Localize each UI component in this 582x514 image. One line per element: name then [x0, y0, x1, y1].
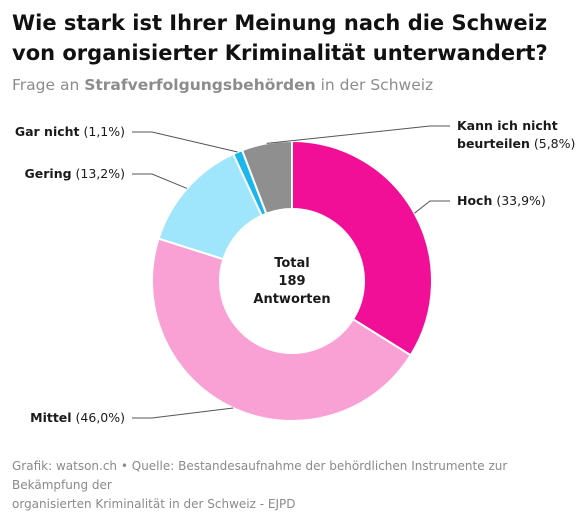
chart-subtitle: Frage an Strafverfolgungsbehörden in der…: [12, 76, 433, 94]
center-total-value: 189: [278, 274, 305, 289]
leader-line: [132, 407, 234, 419]
center-total-label: Total: [274, 256, 310, 271]
leader-line: [132, 131, 238, 153]
footer-source-line-2: organisierten Kriminalität in der Schwei…: [12, 497, 296, 511]
chart-footer: Grafik: watson.ch • Quelle: Bestandesauf…: [12, 457, 577, 514]
slice-label: Kann ich nicht: [457, 118, 558, 133]
subtitle-prefix: Frage an: [12, 76, 85, 94]
donut-slices: [151, 139, 433, 422]
center-label: Total 189 Antworten: [253, 256, 330, 307]
center-total-unit: Antworten: [253, 292, 330, 307]
leader-line: [414, 200, 450, 214]
leader-line: [266, 125, 450, 144]
slice-label: Hoch (33,9%): [457, 193, 546, 208]
slice-label: Mittel (46,0%): [30, 410, 125, 425]
slice-labels: Hoch (33,9%) Mittel (46,0%) Gering (13,2%)…: [15, 118, 576, 425]
slice-label: Gar nicht (1,1%): [15, 124, 125, 139]
leader-line: [132, 173, 188, 189]
subtitle-bold: Strafverfolgungsbehörden: [84, 76, 316, 94]
slice-mittel: [151, 237, 413, 422]
slice-label: Gering (13,2%): [25, 166, 125, 181]
donut-chart: Hoch (33,9%) Mittel (46,0%) Gering (13,2%)…: [15, 118, 576, 425]
slice-hoch: [291, 139, 433, 357]
footer-source-line-1: Grafik: watson.ch • Quelle: Bestandesauf…: [12, 459, 508, 492]
slice-label: beurteilen (5,8%): [457, 136, 575, 151]
subtitle-suffix: in der Schweiz: [315, 76, 434, 94]
chart-title: Wie stark ist Ihrer Meinung nach die Sch…: [12, 11, 548, 65]
